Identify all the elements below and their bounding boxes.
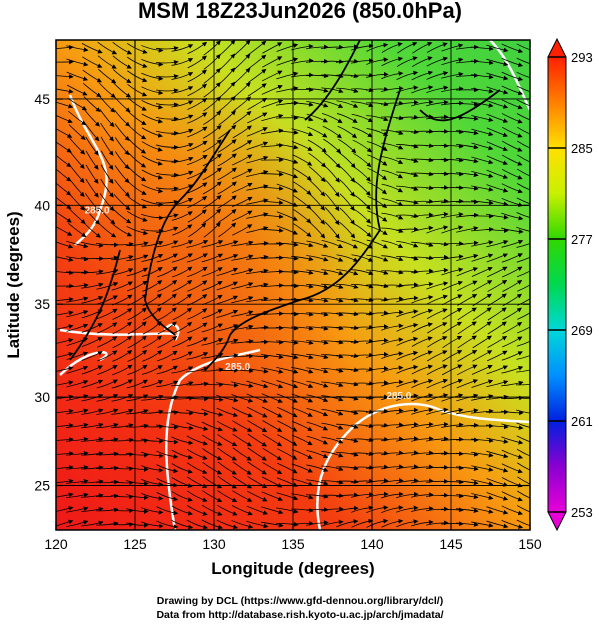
contour-label: 285.0	[225, 362, 250, 373]
colorbar-tick-label: 285	[571, 141, 593, 156]
colorbar-tick-label: 261	[571, 414, 593, 429]
field	[51, 40, 538, 530]
chart-title: MSM 18Z23Jun2026 (850.0hPa)	[138, 0, 462, 23]
colorbar-tick-label: 293	[571, 50, 593, 65]
footer: Data from http://database.rish.kyoto-u.a…	[156, 609, 443, 621]
colorbar: 253 261 269 277 285 293	[548, 39, 593, 530]
y-tick-label: 40	[34, 197, 50, 213]
colorbar-tick-label: 277	[571, 232, 593, 247]
colorbar-tick-label: 269	[571, 323, 593, 338]
y-tick-label: 45	[34, 91, 50, 107]
colorbar-tick-label: 253	[571, 505, 593, 520]
y-tick-label: 35	[34, 296, 50, 312]
footer: Drawing by DCL (https://www.gfd-dennou.o…	[157, 595, 443, 607]
x-tick-label: 145	[439, 536, 463, 552]
x-tick-label: 130	[202, 536, 226, 552]
y-axis-label: Latitude (degrees)	[4, 211, 23, 358]
x-tick-label: 125	[123, 536, 147, 552]
x-tick-label: 150	[518, 536, 542, 552]
y-tick-label: 30	[34, 389, 50, 405]
contour-label: 285.0	[386, 391, 411, 402]
x-tick-label: 140	[360, 536, 384, 552]
contour-label: 285.0	[85, 206, 110, 217]
x-axis-label: Longitude (degrees)	[211, 559, 374, 578]
x-tick-label: 120	[44, 536, 68, 552]
y-tick-label: 25	[34, 478, 50, 494]
x-tick-label: 135	[281, 536, 305, 552]
colorbar-extend-bottom	[548, 512, 566, 530]
colorbar-body	[548, 57, 566, 512]
streamline	[471, 216, 493, 217]
colorbar-extend-top	[548, 39, 566, 57]
